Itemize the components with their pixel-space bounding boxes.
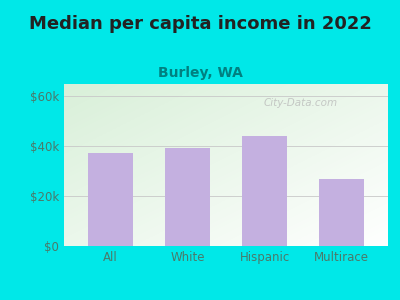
Bar — [242, 136, 287, 246]
Bar — [88, 152, 133, 246]
Bar — [319, 179, 364, 246]
Bar — [165, 148, 210, 246]
Text: City-Data.com: City-Data.com — [264, 98, 338, 108]
Text: Median per capita income in 2022: Median per capita income in 2022 — [28, 15, 372, 33]
Text: Burley, WA: Burley, WA — [158, 66, 242, 80]
